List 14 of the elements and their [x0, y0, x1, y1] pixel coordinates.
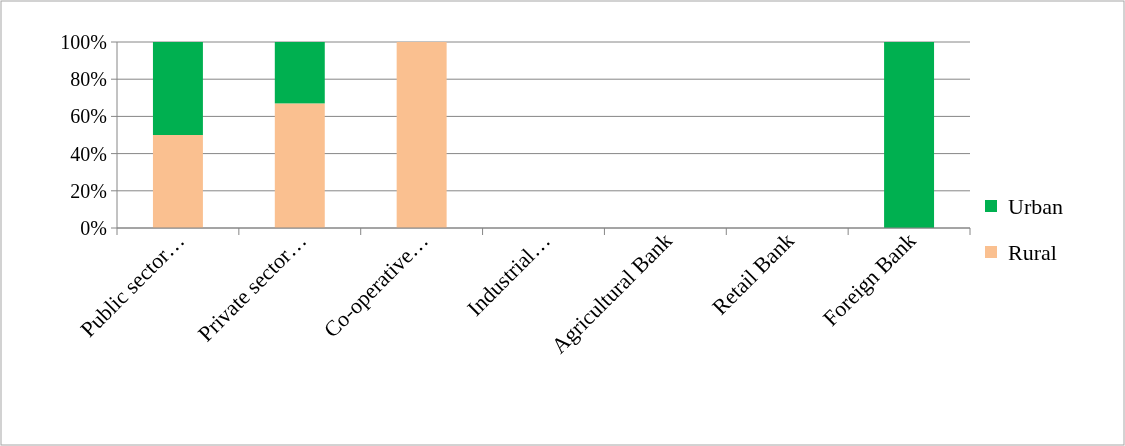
bar — [152, 42, 203, 135]
y-tick-label: 20% — [70, 179, 107, 202]
bar — [396, 42, 447, 228]
bar — [152, 135, 203, 228]
y-tick-label: 100% — [60, 31, 107, 53]
bar — [884, 42, 935, 228]
y-tick-label: 60% — [70, 105, 107, 128]
y-tick-label: 0% — [80, 217, 107, 239]
legend-label: Urban — [1008, 193, 1063, 219]
y-tick-label: 80% — [70, 68, 107, 91]
y-tick-label: 40% — [70, 142, 107, 165]
bar — [274, 103, 325, 228]
legend-label: Rural — [1008, 239, 1057, 265]
bar — [274, 42, 325, 104]
